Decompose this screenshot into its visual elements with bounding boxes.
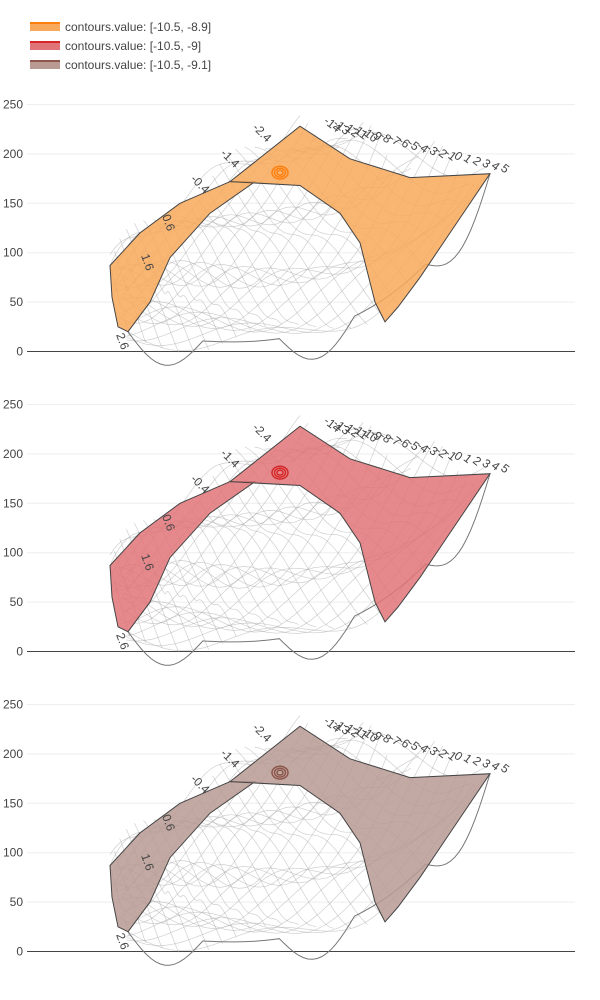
carpet-b-label: -2.4 [250, 420, 275, 445]
carpet-b-line [235, 748, 384, 917]
carpet-b-line [198, 500, 299, 626]
y-tick-label: 150 [3, 196, 23, 210]
carpet-b-line [205, 788, 317, 927]
carpet-bottom-boundary [127, 473, 491, 666]
contour-ring [276, 469, 284, 476]
y-tick-label: 50 [10, 895, 24, 909]
legend-item[interactable]: contours.value: [-10.5, -9] [30, 39, 201, 53]
carpet-b-line [205, 188, 317, 327]
y-tick-label: 50 [10, 295, 24, 309]
legend-label: contours.value: [-10.5, -8.9] [65, 20, 211, 34]
carpet-b-label: 1.6 [138, 552, 157, 573]
contour-rings [271, 765, 289, 780]
carpet-b-line [205, 488, 317, 627]
carpet-b-line [212, 175, 334, 329]
contour-ring [271, 765, 289, 780]
contour-ring [273, 767, 287, 778]
carpet-b-label: 1.6 [138, 852, 157, 873]
carpet-b-label: 0.6 [159, 512, 178, 533]
carpet-b-label: -2.4 [250, 720, 275, 745]
chart-panel: 050100150200250-14-13-12-11-10-9-8-7-6-5… [3, 98, 575, 366]
legend-swatch-fill [30, 42, 60, 50]
carpet-b-line [198, 200, 299, 326]
y-tick-label: 0 [16, 345, 23, 359]
contour-ring [271, 465, 289, 480]
y-tick-label: 150 [3, 496, 23, 510]
carpet-b-line [191, 809, 282, 925]
legend-item[interactable]: contours.value: [-10.5, -9.1] [30, 58, 211, 72]
contour-ring [276, 169, 284, 176]
constraint-region-left [109, 181, 257, 333]
contour-ring [273, 467, 287, 478]
carpet-b-line [219, 764, 352, 929]
y-tick-label: 100 [3, 246, 23, 260]
carpet-b-line [191, 509, 282, 625]
carpet-b-line [226, 754, 368, 925]
legend-swatch-fill [30, 61, 60, 69]
legend: contours.value: [-10.5, -8.9] contours.va… [30, 20, 211, 72]
chart-panel: 050100150200250-14-13-12-11-10-9-8-7-6-5… [3, 698, 575, 966]
y-tick-label: 200 [3, 747, 23, 761]
constraint-region-left [109, 781, 257, 933]
constraint-region-right [228, 425, 491, 623]
carpet-bottom-boundary [127, 173, 491, 366]
contour-ring [273, 167, 287, 178]
carpet-b-line [235, 148, 384, 317]
y-tick-label: 100 [3, 546, 23, 560]
carpet-b-label: 2.6 [113, 331, 132, 352]
contour-rings [271, 165, 289, 180]
legend-swatch-fill [30, 23, 60, 31]
carpet-b-line [212, 775, 334, 929]
y-tick-label: 0 [16, 945, 23, 959]
carpet-b-line [226, 154, 368, 325]
carpet-b-label: -2.4 [250, 120, 275, 145]
carpet-b-label: 0.6 [159, 812, 178, 833]
carpet-b-line [226, 454, 368, 625]
carpet-b-line [191, 209, 282, 325]
carpet-b-label: 1.6 [138, 252, 157, 273]
carpet-b-line [235, 448, 384, 617]
y-tick-label: 50 [10, 595, 24, 609]
y-tick-label: 100 [3, 846, 23, 860]
carpet-b-label: 2.6 [113, 631, 132, 652]
contour-ring [276, 769, 284, 776]
chart-panel: 050100150200250-14-13-12-11-10-9-8-7-6-5… [3, 398, 575, 666]
carpet-bottom-boundary [127, 773, 491, 966]
legend-label: contours.value: [-10.5, -9.1] [65, 58, 211, 72]
contour-rings [271, 465, 289, 480]
carpet-b-line [212, 475, 334, 629]
y-tick-label: 250 [3, 398, 23, 412]
y-tick-label: 200 [3, 147, 23, 161]
y-tick-label: 150 [3, 796, 23, 810]
y-tick-label: 200 [3, 447, 23, 461]
constraint-region-right [228, 725, 491, 923]
legend-label: contours.value: [-10.5, -9] [65, 39, 201, 53]
legend-item[interactable]: contours.value: [-10.5, -8.9] [30, 20, 211, 34]
y-tick-label: 250 [3, 98, 23, 112]
carpet-b-line [198, 800, 299, 926]
carpet-b-label: 0.6 [159, 212, 178, 233]
carpet-b-label: 2.6 [113, 931, 132, 952]
contour-ring [271, 165, 289, 180]
carpet-b-line [219, 464, 352, 629]
carpet-b-line [219, 164, 352, 329]
constraint-region-right [228, 125, 491, 323]
y-tick-label: 250 [3, 698, 23, 712]
chart-panels: 050100150200250-14-13-12-11-10-9-8-7-6-5… [3, 98, 575, 966]
constraint-region-left [109, 481, 257, 633]
y-tick-label: 0 [16, 645, 23, 659]
